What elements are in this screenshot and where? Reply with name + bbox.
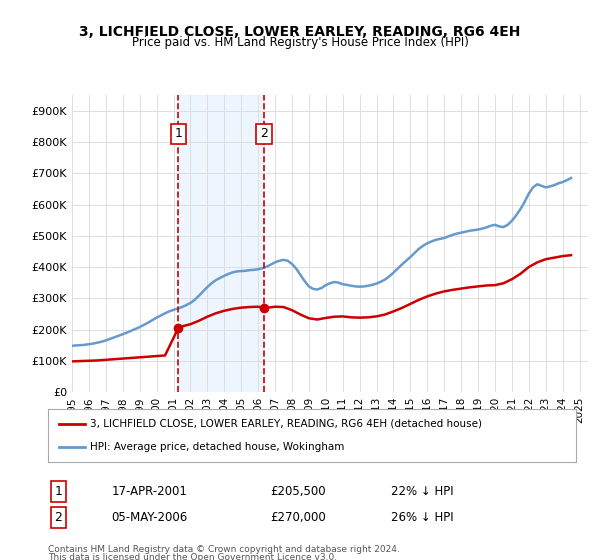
Text: Price paid vs. HM Land Registry's House Price Index (HPI): Price paid vs. HM Land Registry's House …	[131, 36, 469, 49]
Text: 05-MAY-2006: 05-MAY-2006	[112, 511, 188, 524]
Text: 2: 2	[260, 127, 268, 141]
Text: £270,000: £270,000	[270, 511, 326, 524]
Text: 3, LICHFIELD CLOSE, LOWER EARLEY, READING, RG6 4EH: 3, LICHFIELD CLOSE, LOWER EARLEY, READIN…	[79, 25, 521, 39]
Text: This data is licensed under the Open Government Licence v3.0.: This data is licensed under the Open Gov…	[48, 553, 337, 560]
Text: Contains HM Land Registry data © Crown copyright and database right 2024.: Contains HM Land Registry data © Crown c…	[48, 545, 400, 554]
Text: 1: 1	[55, 485, 62, 498]
Text: 1: 1	[175, 127, 182, 141]
Text: 3, LICHFIELD CLOSE, LOWER EARLEY, READING, RG6 4EH (detached house): 3, LICHFIELD CLOSE, LOWER EARLEY, READIN…	[90, 419, 482, 429]
Text: 17-APR-2001: 17-APR-2001	[112, 485, 187, 498]
Text: 26% ↓ HPI: 26% ↓ HPI	[391, 511, 454, 524]
Text: £205,500: £205,500	[270, 485, 325, 498]
Text: HPI: Average price, detached house, Wokingham: HPI: Average price, detached house, Woki…	[90, 442, 344, 452]
Bar	[178, 95, 264, 392]
Text: 2: 2	[55, 511, 62, 524]
Text: 22% ↓ HPI: 22% ↓ HPI	[391, 485, 454, 498]
